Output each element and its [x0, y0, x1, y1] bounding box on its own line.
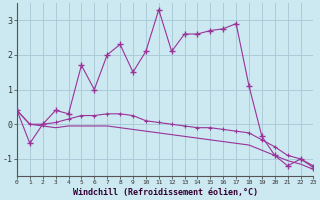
X-axis label: Windchill (Refroidissement éolien,°C): Windchill (Refroidissement éolien,°C) — [73, 188, 258, 197]
